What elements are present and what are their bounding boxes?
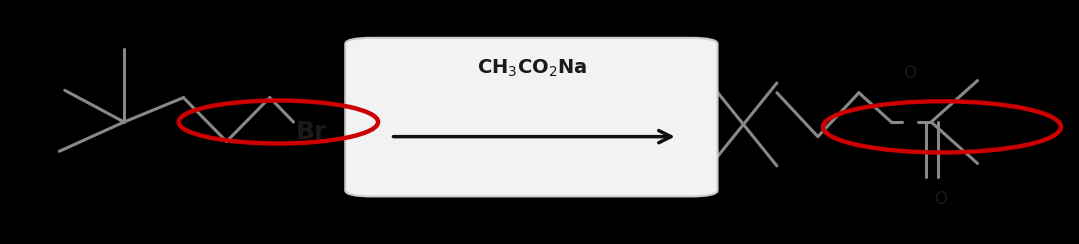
Text: Br: Br — [296, 120, 327, 144]
Text: CH$_3$CO$_2$Na: CH$_3$CO$_2$Na — [477, 58, 587, 79]
FancyBboxPatch shape — [345, 38, 718, 196]
Text: O: O — [903, 64, 916, 82]
Text: O: O — [934, 190, 947, 208]
